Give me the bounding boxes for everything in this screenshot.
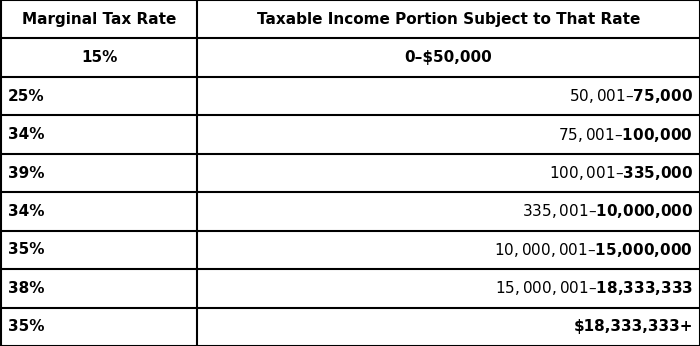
- Text: 35%: 35%: [8, 243, 45, 257]
- Text: 25%: 25%: [8, 89, 45, 103]
- Text: $15,000,001–$18,333,333: $15,000,001–$18,333,333: [495, 279, 693, 297]
- Text: $75,001–$100,000: $75,001–$100,000: [559, 126, 693, 144]
- Text: 0–$50,000: 0–$50,000: [405, 50, 492, 65]
- Text: $50,001–$75,000: $50,001–$75,000: [569, 87, 693, 105]
- Text: $10,000,001–$15,000,000: $10,000,001–$15,000,000: [494, 241, 693, 259]
- Text: $18,333,333+: $18,333,333+: [573, 319, 693, 334]
- Text: Taxable Income Portion Subject to That Rate: Taxable Income Portion Subject to That R…: [257, 12, 640, 27]
- Text: $100,001–$335,000: $100,001–$335,000: [549, 164, 693, 182]
- Text: 15%: 15%: [81, 50, 118, 65]
- Text: 34%: 34%: [8, 127, 45, 142]
- Text: 35%: 35%: [8, 319, 45, 334]
- Text: $335,001–$10,000,000: $335,001–$10,000,000: [522, 202, 693, 220]
- Text: 38%: 38%: [8, 281, 45, 296]
- Text: Marginal Tax Rate: Marginal Tax Rate: [22, 12, 176, 27]
- Text: 34%: 34%: [8, 204, 45, 219]
- Text: 39%: 39%: [8, 165, 45, 181]
